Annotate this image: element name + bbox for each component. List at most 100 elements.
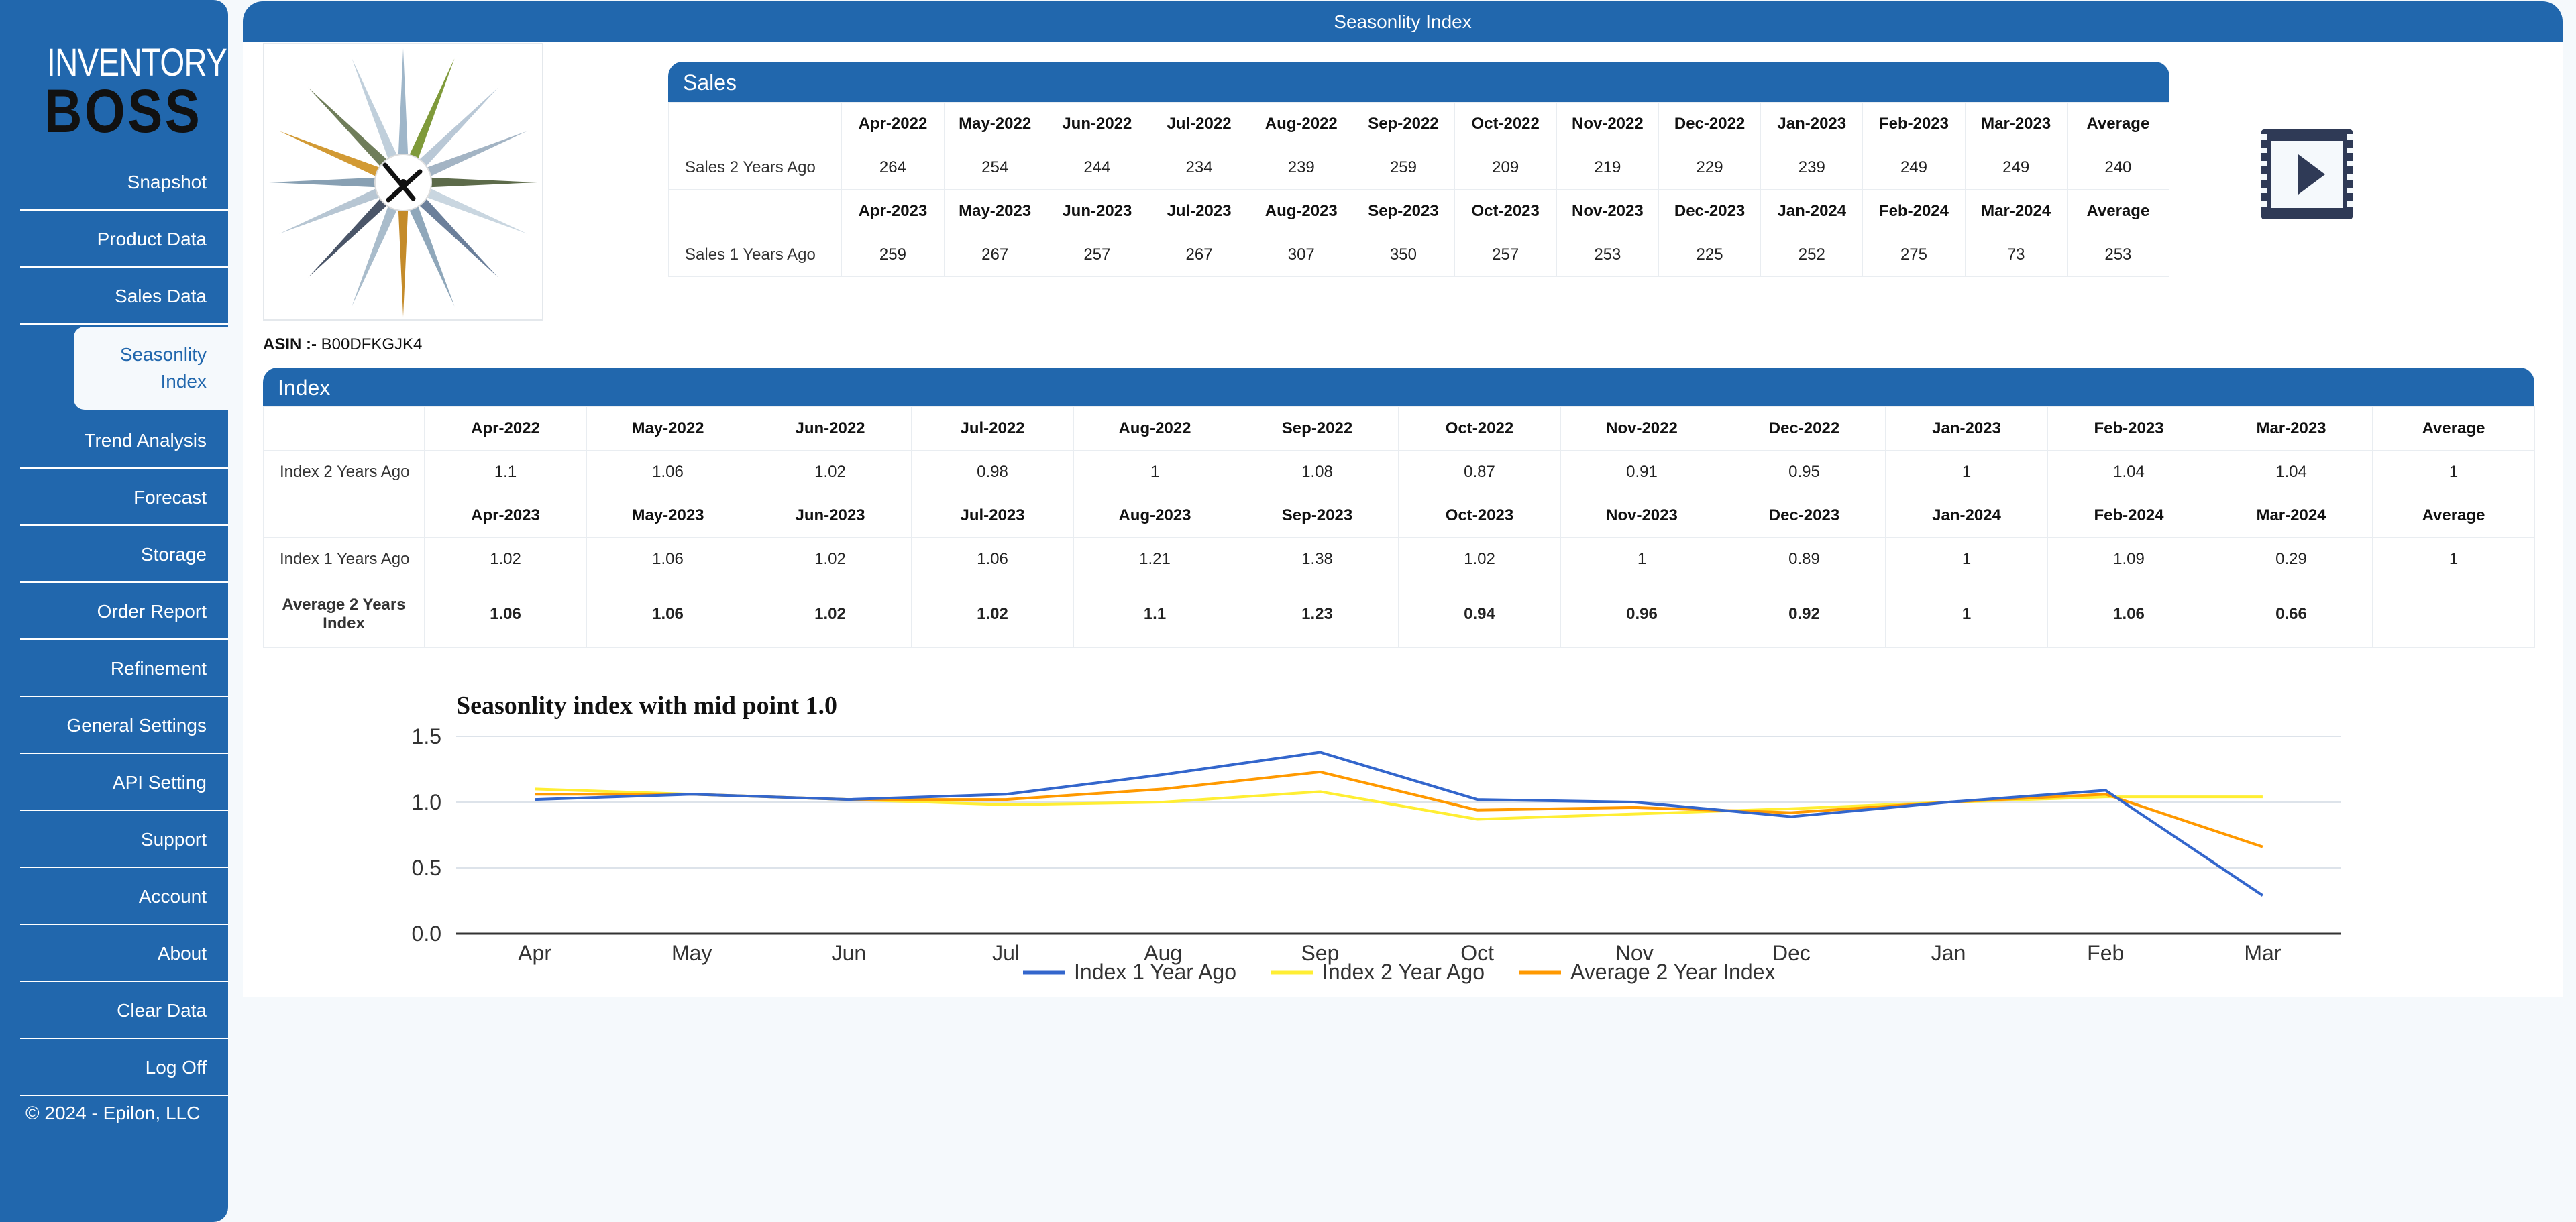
table-cell: 209 xyxy=(1454,146,1557,190)
table-cell: 307 xyxy=(1250,233,1353,277)
legend-label: Average 2 Year Index xyxy=(1570,960,1775,984)
table-cell: 0.87 xyxy=(1398,450,1561,494)
table-cell: 1.06 xyxy=(424,581,587,648)
logo[interactable]: INVENTORY BOSS xyxy=(32,43,227,143)
table-header-cell: Nov-2022 xyxy=(1560,406,1723,451)
chart-grid xyxy=(456,736,2341,935)
chart-x-ticks: Apr May Jun Jul Aug Sep Oct Nov Dec Jan Feb Mar xyxy=(518,941,2282,965)
table-header-cell: Oct-2022 xyxy=(1398,406,1561,451)
table-header-cell: Feb-2023 xyxy=(2047,406,2210,451)
sidebar-item-trend-analysis[interactable]: Trend Analysis xyxy=(20,414,228,469)
table-header-row: Apr-2022 May-2022 Jun-2022 Jul-2022 Aug-2022… xyxy=(667,102,2170,146)
table-cell: 73 xyxy=(1964,233,2068,277)
page-title: Seasonlity Index xyxy=(243,1,2563,42)
chart-x-tick-label: Mar xyxy=(2244,941,2281,965)
table-cell: 1.06 xyxy=(586,450,749,494)
chart-x-tick-label: Jul xyxy=(992,941,1020,965)
table-header-cell: Dec-2022 xyxy=(1723,406,1886,451)
table-cell: 253 xyxy=(1556,233,1659,277)
table-cell: 229 xyxy=(1658,146,1762,190)
table-cell: 1.04 xyxy=(2047,450,2210,494)
table-cell: 219 xyxy=(1556,146,1659,190)
clock-ray xyxy=(403,176,537,188)
video-play-icon[interactable] xyxy=(2259,127,2355,221)
sidebar: INVENTORY BOSS Snapshot Product Data Sales… xyxy=(0,0,228,1222)
sidebar-item-storage[interactable]: Storage xyxy=(20,528,228,583)
index-panel-header: Index xyxy=(263,368,2534,406)
table-header-cell: Jan-2024 xyxy=(1885,494,2048,538)
legend-label: Index 2 Year Ago xyxy=(1322,960,1485,984)
table-cell: 1.02 xyxy=(911,581,1074,648)
asin-value: B00DFKGJK4 xyxy=(321,335,423,353)
table-header-blank xyxy=(667,189,843,233)
table-header-cell: Jul-2023 xyxy=(911,494,1074,538)
sidebar-item-forecast[interactable]: Forecast xyxy=(20,471,228,526)
clock-ray xyxy=(397,48,409,182)
table-header-cell: Jun-2022 xyxy=(1045,102,1148,146)
chart-y-tick-label: 0.0 xyxy=(412,922,441,946)
table-cell: 234 xyxy=(1147,146,1251,190)
sidebar-item-snapshot[interactable]: Snapshot xyxy=(20,156,228,211)
table-header-cell: Mar-2023 xyxy=(1964,102,2068,146)
sidebar-item-clear-data[interactable]: Clear Data xyxy=(20,984,228,1039)
table-row: Index 1 Years Ago 1.02 1.06 1.02 1.06 1.21 1.3… xyxy=(263,537,2535,581)
sidebar-item-log-off[interactable]: Log Off xyxy=(20,1041,228,1096)
clock-image xyxy=(269,48,537,317)
table-cell: 257 xyxy=(1454,233,1557,277)
table-header-row: Apr-2023 May-2023 Jun-2023 Jul-2023 Aug-2023… xyxy=(667,189,2170,233)
sidebar-item-support[interactable]: Support xyxy=(20,813,228,868)
table-cell: 1 xyxy=(1073,450,1236,494)
sidebar-item-sales-data[interactable]: Sales Data xyxy=(20,270,228,325)
table-header-row: Apr-2022 May-2022 Jun-2022 Jul-2022 Aug-2022… xyxy=(263,406,2535,451)
clock-ray xyxy=(400,176,527,234)
sales-table: Apr-2022 May-2022 Jun-2022 Jul-2022 Aug-2022… xyxy=(667,102,2170,277)
table-header-cell: Mar-2024 xyxy=(2210,494,2373,538)
sales-panel-header: Sales xyxy=(668,62,2169,102)
sidebar-item-seasonlity-index[interactable]: Seasonlity Index xyxy=(74,327,228,410)
sidebar-item-order-report[interactable]: Order Report xyxy=(20,585,228,640)
table-header-blank xyxy=(263,494,425,538)
table-header-cell: Oct-2023 xyxy=(1398,494,1561,538)
chart-y-tick-label: 1.0 xyxy=(412,790,441,814)
table-header-cell: Mar-2023 xyxy=(2210,406,2373,451)
clock-ray xyxy=(279,131,406,188)
chart-x-tick-label: Sep xyxy=(1301,941,1339,965)
table-cell: 239 xyxy=(1250,146,1353,190)
chart-x-tick-label: Jun xyxy=(832,941,867,965)
chart-x-tick-label: Dec xyxy=(1772,941,1811,965)
table-cell: 1.02 xyxy=(1398,537,1561,581)
chart-y-tick-label: 0.5 xyxy=(412,856,441,880)
table-cell: 1.1 xyxy=(424,450,587,494)
chart-x-tick-label: Nov xyxy=(1615,941,1654,965)
table-header-cell: Dec-2022 xyxy=(1658,102,1762,146)
clock-ray xyxy=(400,131,527,188)
table-row: Sales 1 Years Ago 259 267 257 267 307 350 257 25… xyxy=(667,233,2170,277)
sidebar-item-product-data[interactable]: Product Data xyxy=(20,213,228,268)
table-header-cell: Apr-2023 xyxy=(424,494,587,538)
sidebar-item-account[interactable]: Account xyxy=(20,870,228,925)
sidebar-item-api-setting[interactable]: API Setting xyxy=(20,756,228,811)
table-header-cell: Apr-2023 xyxy=(841,189,945,233)
table-cell: 253 xyxy=(2066,233,2170,277)
chart-x-tick-label: Feb xyxy=(2087,941,2124,965)
sidebar-item-general-settings[interactable]: General Settings xyxy=(20,699,228,754)
sidebar-item-refinement[interactable]: Refinement xyxy=(20,642,228,697)
table-cell: 1.09 xyxy=(2047,537,2210,581)
table-header-cell: Nov-2022 xyxy=(1556,102,1659,146)
table-header-cell: Average xyxy=(2066,102,2170,146)
table-header-cell: Jan-2023 xyxy=(1760,102,1864,146)
table-cell: 1.02 xyxy=(749,450,912,494)
clock-ray xyxy=(269,176,403,188)
sidebar-item-about[interactable]: About xyxy=(20,927,228,982)
table-cell: 225 xyxy=(1658,233,1762,277)
table-header-cell: Sep-2023 xyxy=(1236,494,1399,538)
table-cell: 1.23 xyxy=(1236,581,1399,648)
row-label: Index 1 Years Ago xyxy=(263,537,425,581)
table-header-cell: Dec-2023 xyxy=(1723,494,1886,538)
table-row: Sales 2 Years Ago 264 254 244 234 239 259 209 21… xyxy=(667,146,2170,190)
table-header-cell: Average xyxy=(2372,406,2535,451)
table-header-cell: Sep-2022 xyxy=(1352,102,1455,146)
table-cell: 259 xyxy=(1352,146,1455,190)
table-header-cell: Jan-2024 xyxy=(1760,189,1864,233)
table-cell: 1.02 xyxy=(749,581,912,648)
